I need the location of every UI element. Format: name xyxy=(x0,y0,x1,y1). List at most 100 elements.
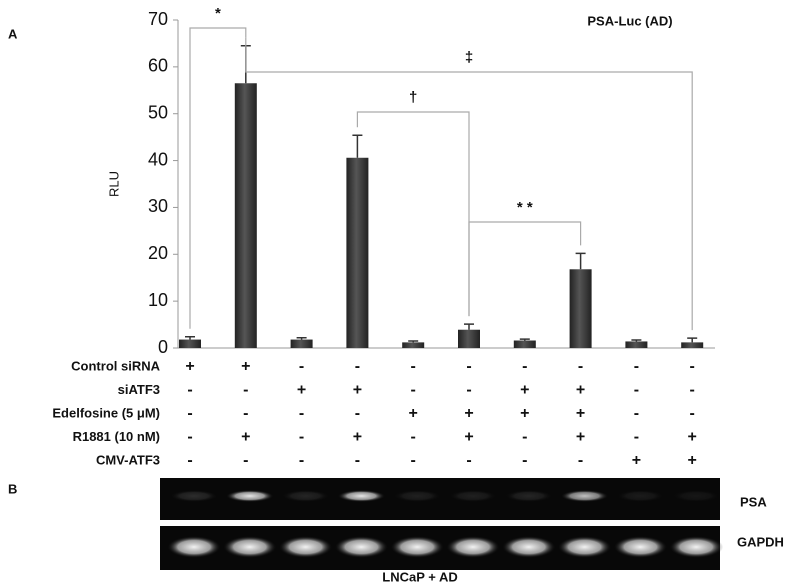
treatment-mark: - xyxy=(299,452,304,469)
treatment-mark: + xyxy=(576,382,585,399)
treatment-mark: + xyxy=(353,429,362,446)
gel-band xyxy=(390,536,445,558)
y-tick-label: 50 xyxy=(148,102,168,122)
treatment-mark: - xyxy=(466,358,471,375)
gel-band xyxy=(170,490,218,502)
bar xyxy=(346,157,369,348)
error-bar xyxy=(464,323,474,330)
treatment-mark: + xyxy=(576,429,585,446)
gel-band xyxy=(167,536,221,558)
gel-caption: LNCaP + AD xyxy=(382,569,458,584)
gel-band xyxy=(222,536,277,558)
error-bar xyxy=(631,339,642,342)
y-tick-label: 40 xyxy=(148,149,168,169)
bar xyxy=(402,342,425,348)
treatment-mark: - xyxy=(355,358,360,375)
panel-label: A xyxy=(8,26,18,41)
significance-bracket xyxy=(468,221,582,317)
significance-bracket xyxy=(189,27,247,329)
treatment-mark: - xyxy=(690,405,695,422)
bar xyxy=(458,329,480,348)
treatment-mark: + xyxy=(353,382,362,399)
treatment-label: R1881 (10 nM) xyxy=(73,429,160,444)
gel-band xyxy=(449,490,497,502)
treatment-mark: - xyxy=(187,452,192,469)
significance-bracket xyxy=(245,37,693,331)
treatment-mark: - xyxy=(187,429,192,446)
treatment-mark: + xyxy=(520,382,529,399)
error-bar xyxy=(408,340,419,343)
treatment-mark: + xyxy=(464,429,473,446)
treatment-mark: - xyxy=(634,382,639,399)
gel-band xyxy=(501,536,556,558)
treatment-mark: - xyxy=(187,405,192,422)
gel-band xyxy=(278,536,333,558)
treatment-mark: - xyxy=(299,405,304,422)
treatment-mark: - xyxy=(522,429,527,446)
gel-band xyxy=(225,490,274,502)
gel-band xyxy=(334,536,389,558)
treatment-mark: - xyxy=(466,452,471,469)
treatment-mark: + xyxy=(688,429,697,446)
treatment-mark: - xyxy=(299,358,304,375)
error-bar xyxy=(519,338,530,341)
treatment-mark: - xyxy=(578,358,583,375)
bar xyxy=(625,341,648,348)
bar xyxy=(569,269,592,348)
gel-band xyxy=(337,490,386,502)
treatment-mark: + xyxy=(297,382,306,399)
significance-label: * * xyxy=(517,199,533,216)
treatment-mark: + xyxy=(241,358,250,375)
error-bar xyxy=(575,252,586,270)
treatment-mark: + xyxy=(409,405,418,422)
significance-label: * xyxy=(215,5,221,22)
treatment-mark: + xyxy=(632,452,641,469)
treatment-mark: - xyxy=(634,429,639,446)
bar xyxy=(179,339,201,348)
treatment-mark: - xyxy=(411,382,416,399)
panel-label: B xyxy=(8,481,17,496)
error-bar xyxy=(687,337,698,343)
significance-label: ‡ xyxy=(465,49,473,66)
treatment-mark: - xyxy=(243,452,248,469)
treatment-mark: + xyxy=(464,405,473,422)
treatment-label: CMV-ATF3 xyxy=(96,452,160,467)
treatment-mark: + xyxy=(576,405,585,422)
treatment-mark: - xyxy=(690,382,695,399)
gel-band xyxy=(672,490,721,502)
y-tick-label: 20 xyxy=(148,243,168,263)
treatment-mark: - xyxy=(522,358,527,375)
treatment-mark: - xyxy=(578,452,583,469)
gel-band xyxy=(393,490,442,502)
treatment-mark: - xyxy=(355,405,360,422)
y-tick-label: 10 xyxy=(148,290,168,310)
error-bar xyxy=(296,336,307,340)
treatment-mark: - xyxy=(634,358,639,375)
bar xyxy=(681,342,704,348)
y-tick-label: 0 xyxy=(158,337,168,357)
gel-band xyxy=(281,490,330,502)
significance-bracket xyxy=(356,111,470,317)
gel-band xyxy=(560,490,609,502)
y-tick-label: 30 xyxy=(148,196,168,216)
gel-band xyxy=(446,536,500,558)
bar xyxy=(290,339,313,348)
y-tick-label: 60 xyxy=(148,56,168,76)
treatment-mark: - xyxy=(243,405,248,422)
gel-band xyxy=(669,536,724,558)
treatment-label: Control siRNA xyxy=(71,358,160,373)
significance-label: † xyxy=(409,89,417,106)
treatment-mark: + xyxy=(241,429,250,446)
treatment-mark: - xyxy=(355,452,360,469)
chart-title: PSA-Luc (AD) xyxy=(587,13,672,28)
treatment-mark: - xyxy=(522,452,527,469)
error-bar xyxy=(352,134,363,158)
treatment-mark: - xyxy=(690,358,695,375)
gel-band xyxy=(613,536,668,558)
y-axis-label: RLU xyxy=(106,171,121,197)
treatment-label: siATF3 xyxy=(118,382,160,397)
treatment-mark: - xyxy=(187,382,192,399)
treatment-mark: - xyxy=(411,452,416,469)
treatment-mark: - xyxy=(411,358,416,375)
